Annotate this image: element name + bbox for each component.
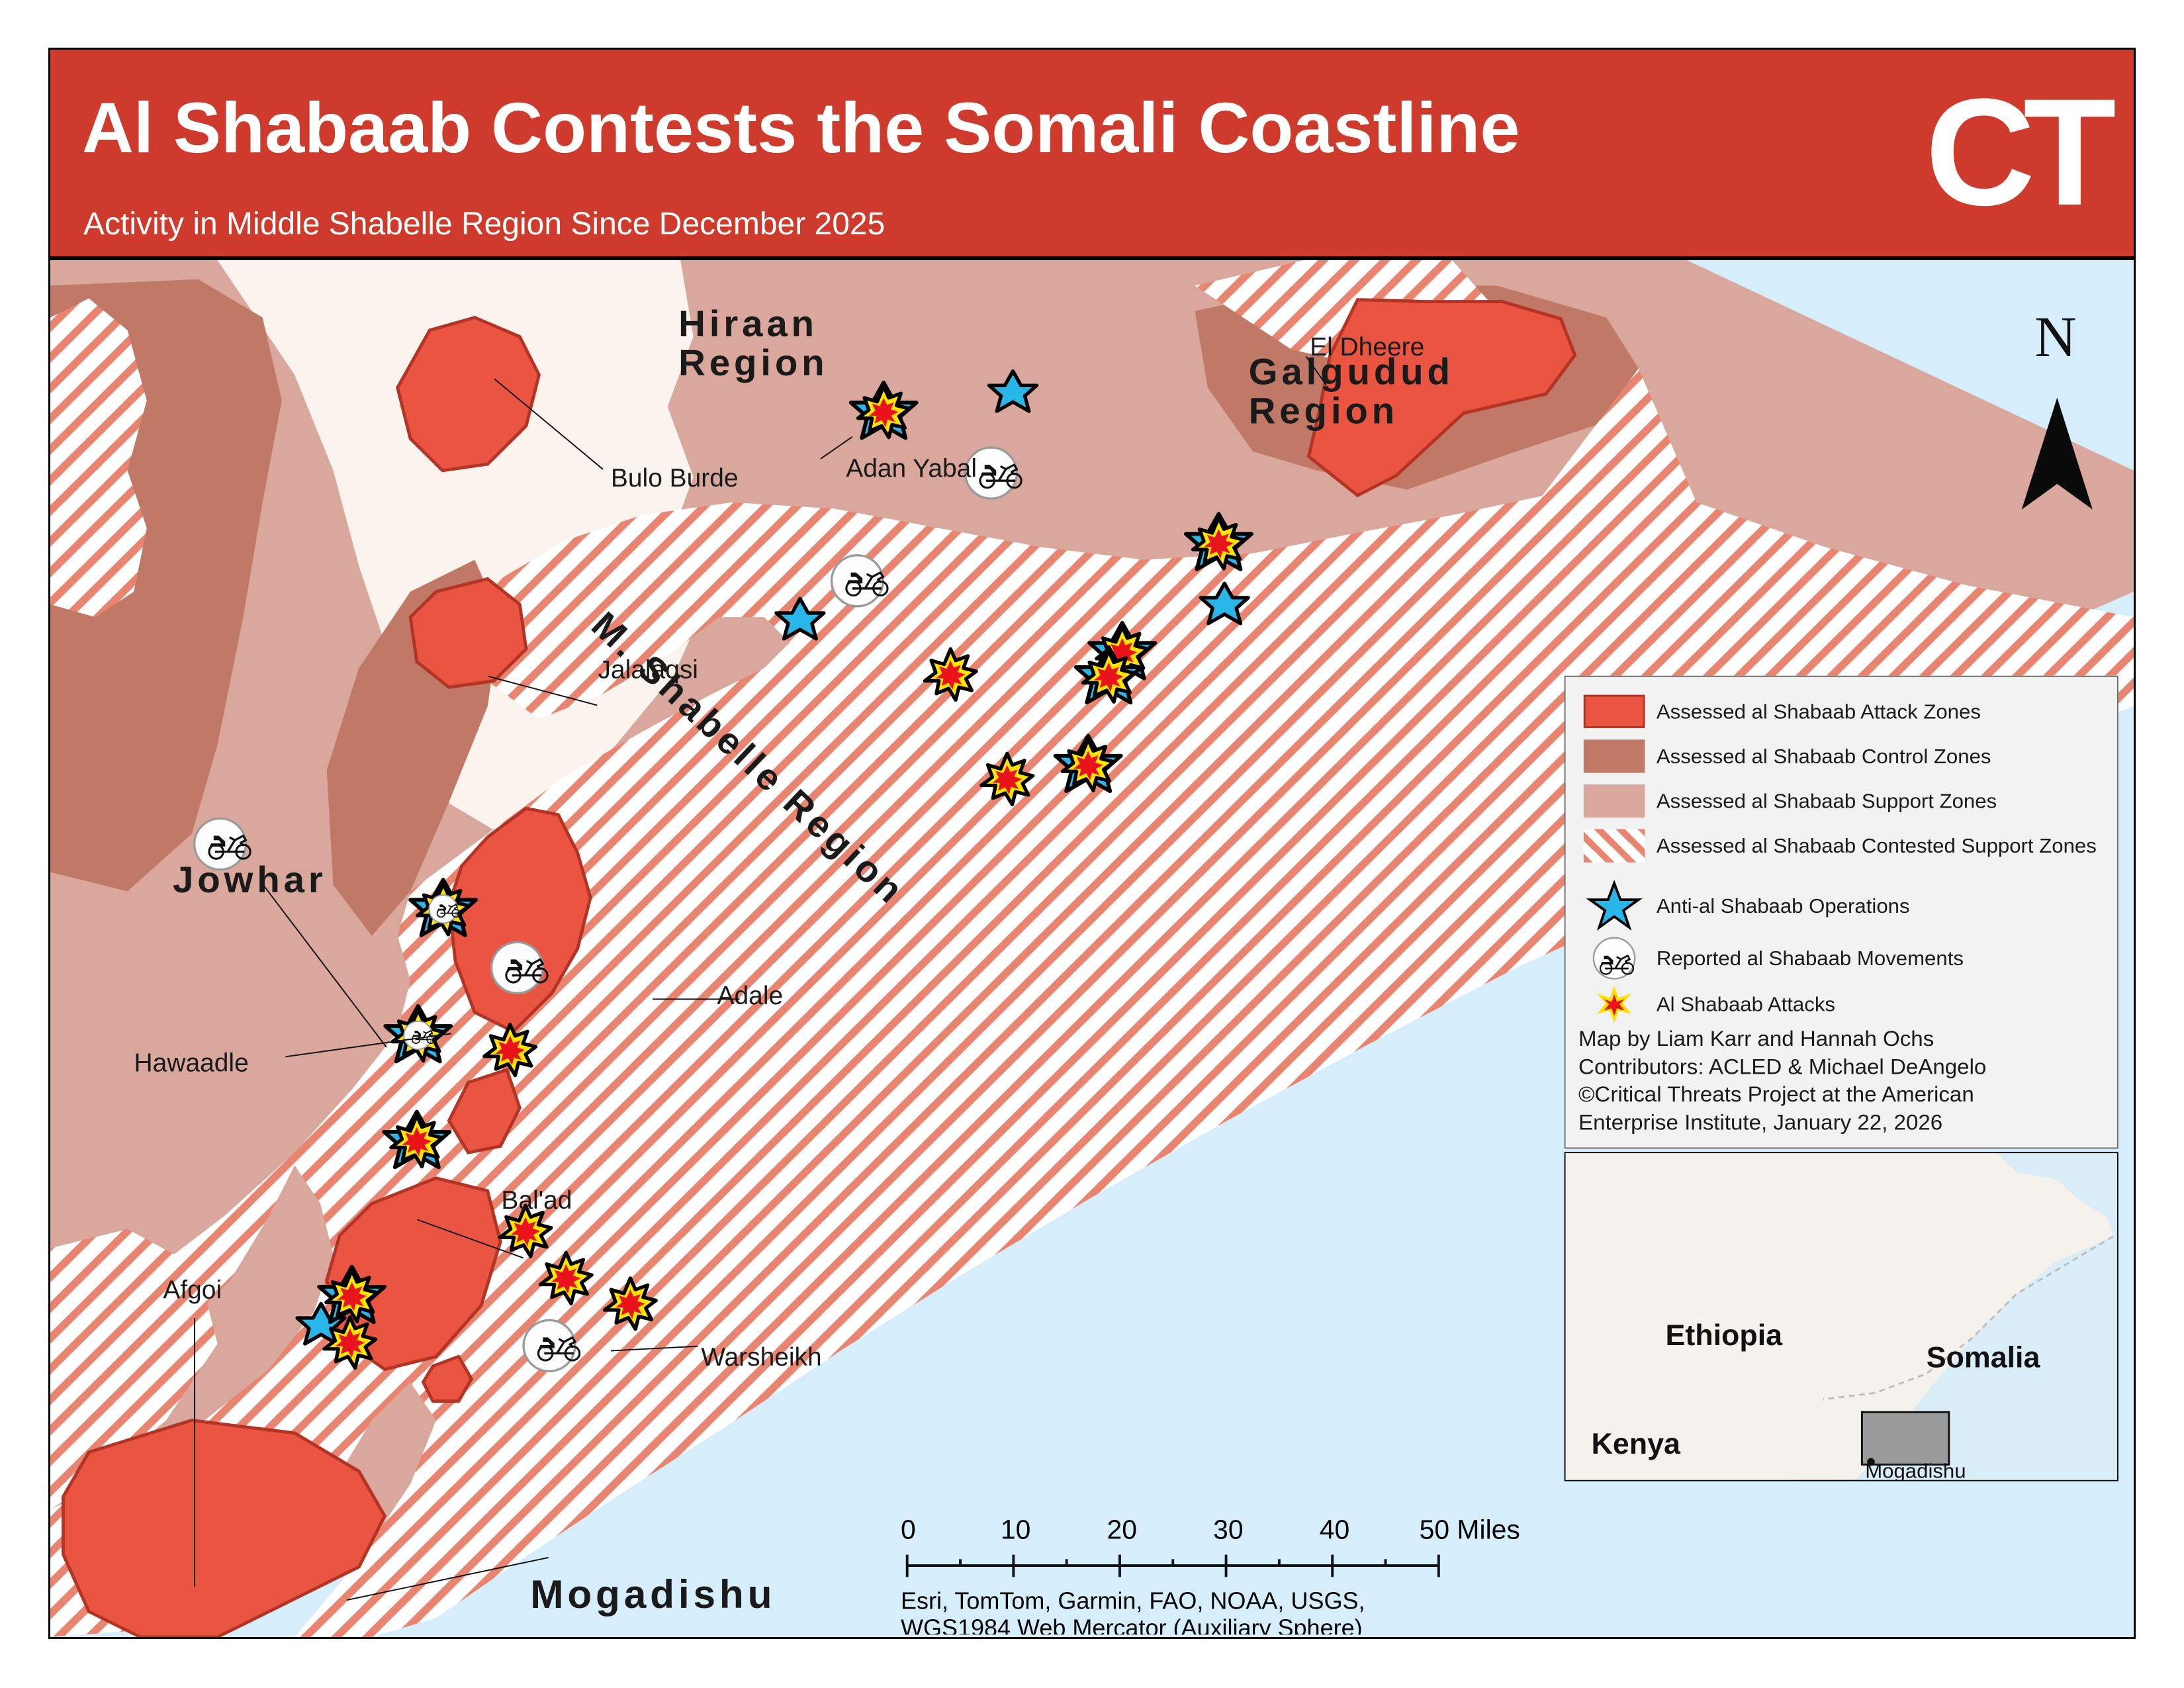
svg-text:30: 30 [1213,1515,1243,1545]
svg-text:20: 20 [1107,1515,1136,1545]
svg-text:40: 40 [1320,1515,1349,1545]
svg-text:10: 10 [1001,1515,1030,1545]
svg-text:Somalia: Somalia [1927,1342,2041,1374]
svg-text:50 Miles: 50 Miles [1420,1515,1520,1545]
svg-text:N: N [2034,305,2076,369]
svg-text:Kenya: Kenya [1592,1428,1682,1460]
svg-text:Ethiopia: Ethiopia [1665,1319,1783,1352]
svg-text:WGS1984 Web Mercator (Auxiliar: WGS1984 Web Mercator (Auxiliary Sphere) [901,1615,1363,1634]
svg-text:Mogadishu: Mogadishu [1865,1460,1966,1481]
svg-text:0: 0 [901,1515,916,1545]
svg-text:Esri, TomTom, Garmin, FAO, NOA: Esri, TomTom, Garmin, FAO, NOAA, USGS, [901,1588,1365,1615]
